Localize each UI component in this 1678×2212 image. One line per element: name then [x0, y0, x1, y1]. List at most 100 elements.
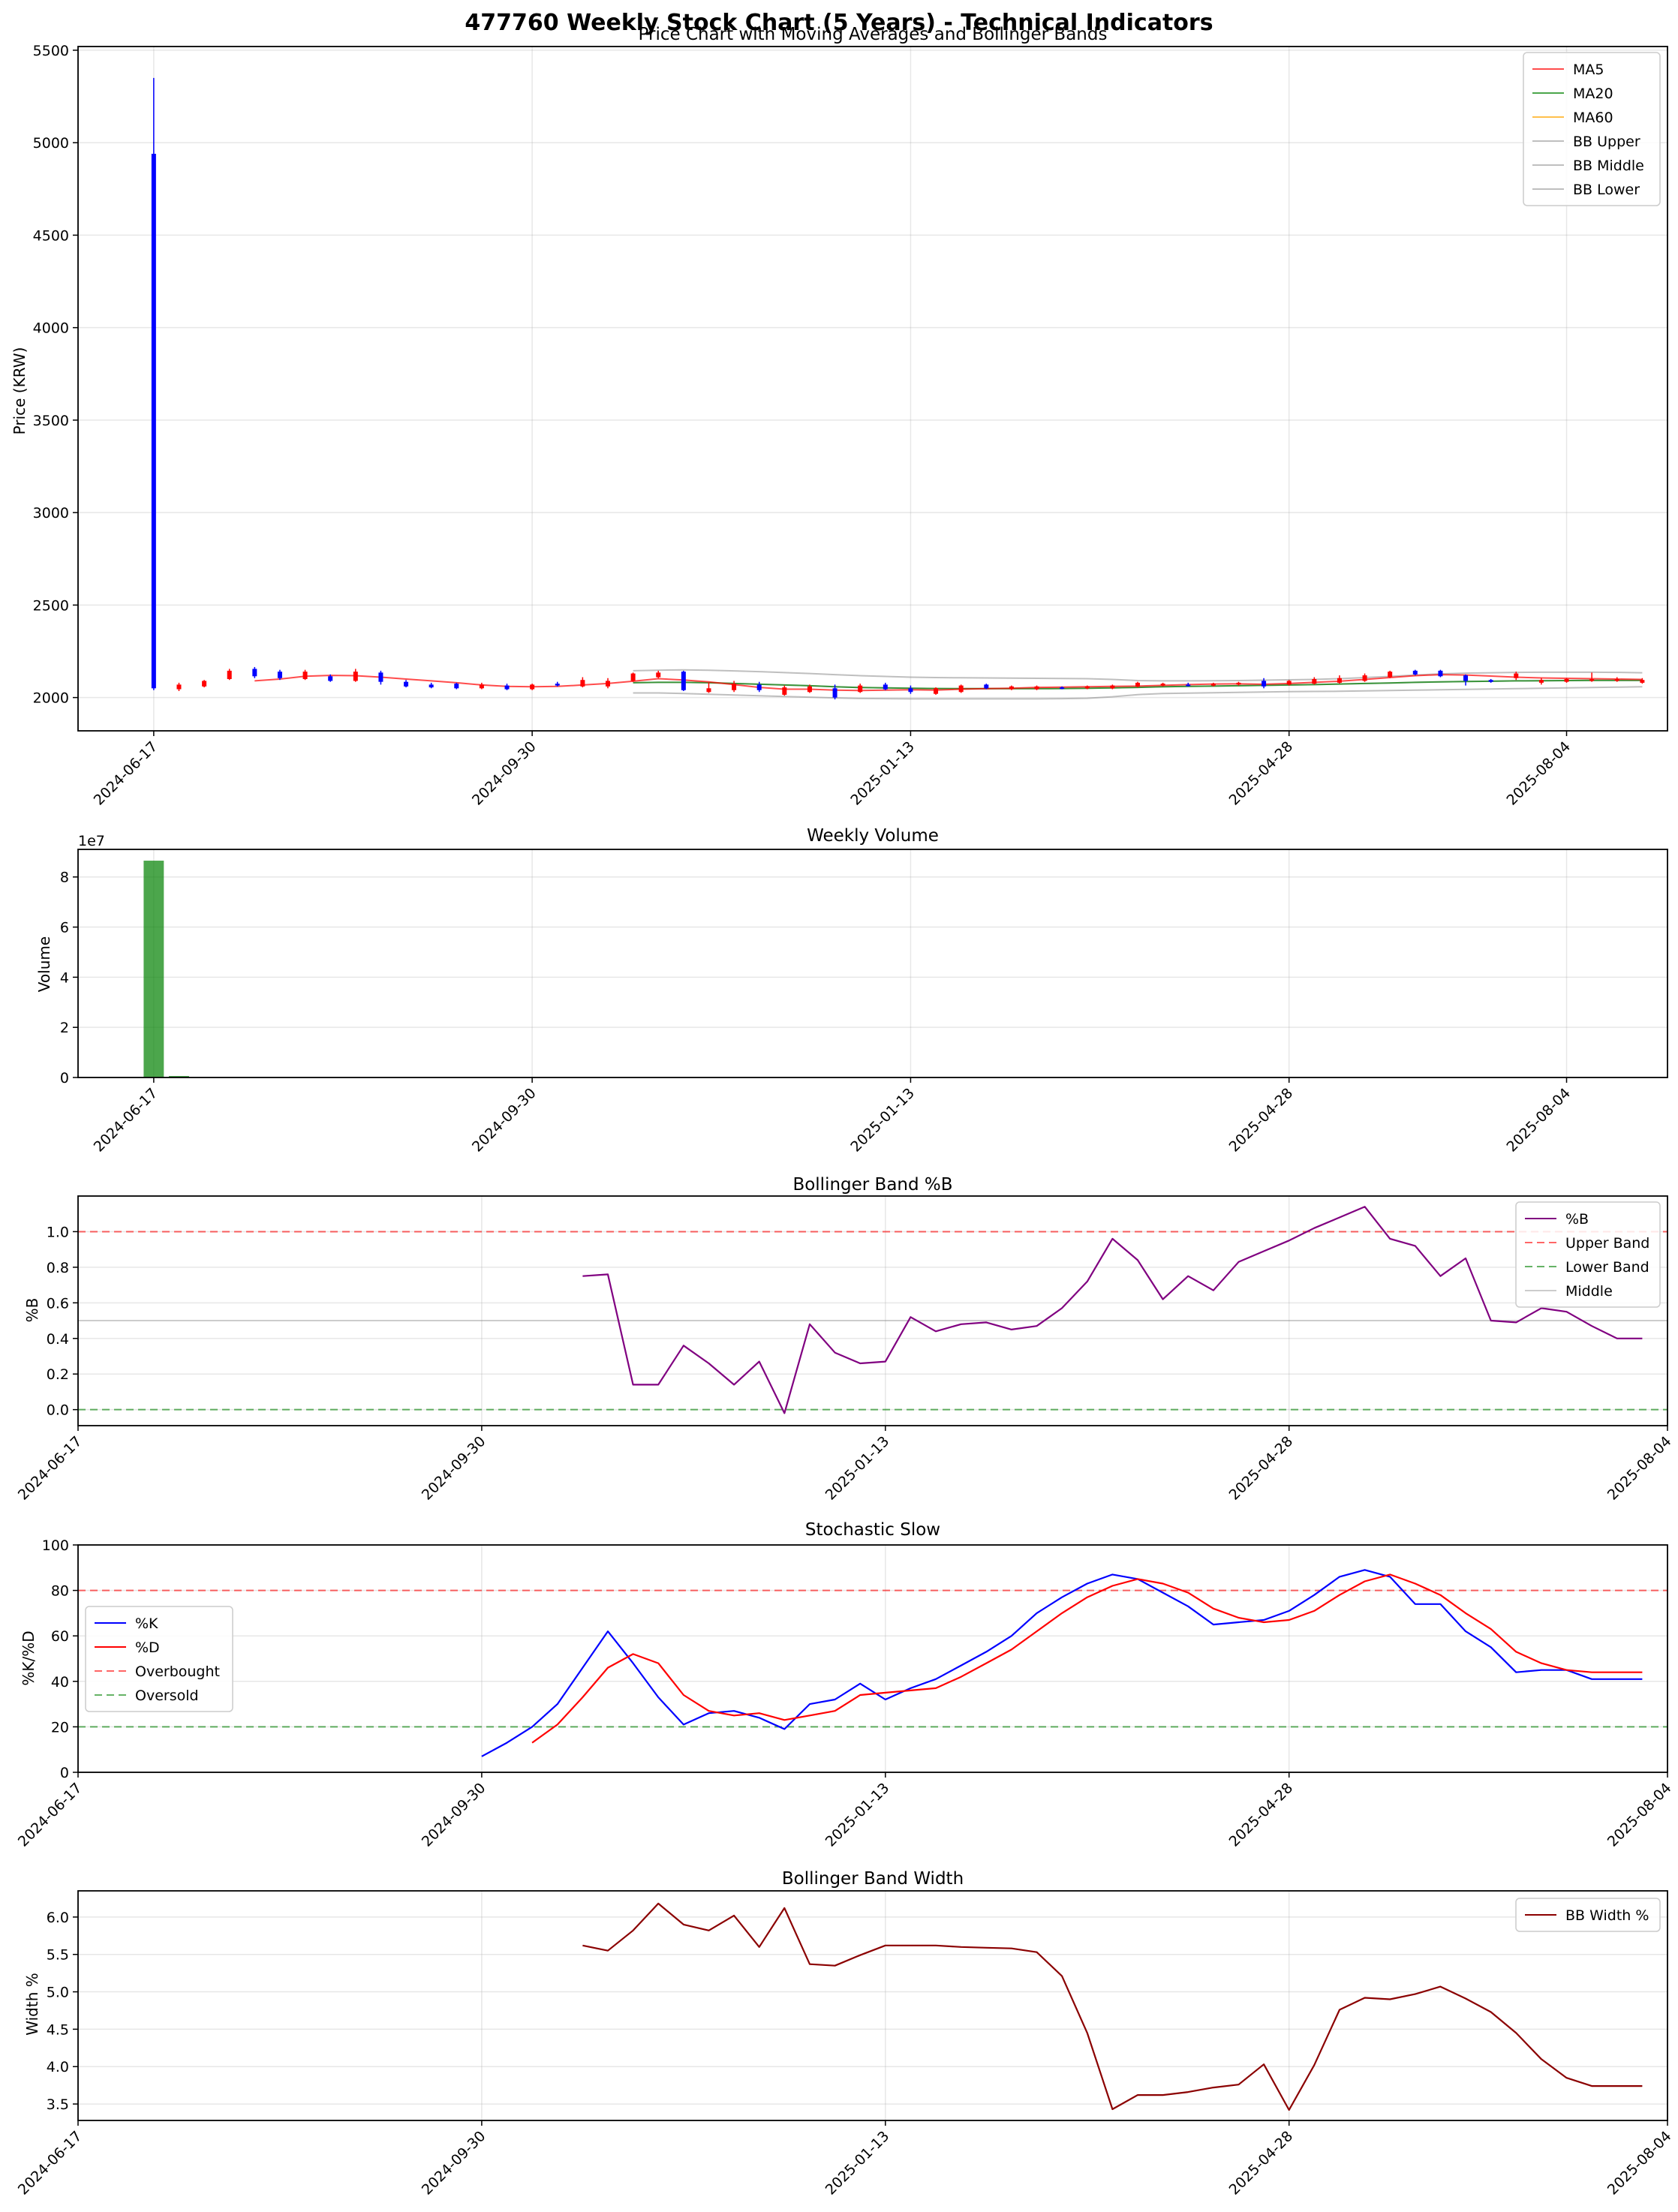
volume-y-tick-label: 8 — [60, 870, 69, 886]
candle-body — [1538, 680, 1544, 683]
candle-body — [1362, 675, 1367, 681]
pctb-y-tick-label: 0.4 — [47, 1331, 69, 1348]
bbw-y-tick-label: 5.5 — [47, 1947, 69, 1964]
stoch-legend-label: Overbought — [135, 1664, 220, 1680]
candle-body — [227, 670, 232, 679]
candle-body — [883, 684, 888, 690]
price-legend-box — [1523, 52, 1661, 206]
candle-body — [681, 672, 686, 690]
pctb-panel-title: Bollinger Band %B — [792, 1175, 952, 1195]
candle-body — [832, 688, 837, 698]
volume-bar — [169, 1075, 189, 1077]
bbw-x-tick-label: 2025-01-13 — [822, 2128, 893, 2198]
candle-body — [1412, 670, 1418, 675]
candle-body — [378, 672, 383, 682]
volume-x-tick-label: 2025-08-04 — [1503, 1085, 1574, 1156]
stoch-y-tick-label: 100 — [42, 1537, 69, 1554]
pctb-y-tick-label: 0.2 — [47, 1366, 69, 1383]
candle-body — [1060, 687, 1065, 690]
pctb-panel: Bollinger Band %B %B 0.0 0.2 0.4 0.6 0.8 1.0 2… — [15, 1175, 1675, 1504]
stoch-y-axis-label: %K/%D — [20, 1630, 38, 1685]
price-panel-title: Price Chart with Moving Averages and Bol… — [639, 25, 1108, 44]
stoch-x-tick-label: 2025-04-28 — [1226, 1780, 1297, 1850]
candle-body — [252, 669, 257, 677]
candle-body — [756, 684, 762, 690]
pctb-legend-label: %B — [1565, 1211, 1589, 1228]
pctb-legend-box — [1515, 1201, 1661, 1308]
pctb-legend-label: Upper Band — [1565, 1235, 1649, 1252]
candle-body — [1488, 680, 1493, 682]
volume-y-tick-label: 6 — [60, 920, 69, 936]
price-y-tick-label: 2000 — [33, 690, 69, 707]
pctb-axes-frame — [77, 1195, 1668, 1426]
candle-body — [1034, 686, 1039, 690]
price-y-tick-label: 5500 — [33, 43, 69, 59]
candle-body — [984, 684, 989, 689]
stoch-y-tick-label: 60 — [51, 1628, 69, 1645]
price-legend-label: MA20 — [1573, 86, 1613, 102]
price-y-tick-label: 2500 — [33, 597, 69, 614]
candle-body — [656, 672, 661, 678]
candle-body — [1160, 684, 1165, 686]
stoch-x-tick-label: 2024-06-17 — [15, 1780, 86, 1850]
bbw-y-tick-label: 5.0 — [47, 1985, 69, 2001]
candle-body — [1084, 686, 1090, 689]
bbw-x-tick-label: 2024-06-17 — [15, 2128, 86, 2198]
candle-body — [732, 684, 737, 690]
candle-body — [202, 681, 207, 687]
bbw-legend-box — [1515, 1898, 1661, 1932]
candle-body — [530, 684, 535, 690]
bb-lower-line — [633, 686, 1643, 700]
bbw-x-tick-label: 2025-08-04 — [1604, 2128, 1675, 2198]
pctb-legend-label: Lower Band — [1565, 1259, 1649, 1276]
candle-body — [630, 673, 636, 681]
candle-body — [555, 684, 560, 686]
candle-body — [1236, 682, 1241, 685]
candle-body — [1640, 680, 1645, 683]
pctb-x-tick-label: 2025-01-13 — [822, 1433, 893, 1504]
candle-body — [277, 672, 282, 678]
candle-body — [404, 681, 409, 687]
candle-body — [1388, 672, 1393, 678]
price-y-tick-label: 4500 — [33, 227, 69, 244]
price-legend-label: MA5 — [1573, 62, 1604, 78]
volume-panel: Weekly Volume Volume 1e7 0 2 4 6 8 2024-06-17… — [35, 826, 1668, 1156]
stoch-x-tick-label: 2024-09-30 — [419, 1780, 489, 1850]
candle-body — [1186, 684, 1191, 687]
price-x-tick-label: 2025-01-13 — [847, 738, 918, 809]
candle-body — [807, 686, 812, 693]
price-x-tick-label: 2024-09-30 — [469, 738, 540, 809]
bbw-y-tick-label: 4.0 — [47, 2059, 69, 2075]
volume-axes-frame — [77, 849, 1668, 1078]
stoch-axes-frame — [77, 1544, 1668, 1773]
stoch-y-tick-label: 40 — [51, 1674, 69, 1691]
pctb-x-tick-label: 2024-09-30 — [419, 1433, 489, 1504]
candle-body — [429, 684, 434, 688]
price-legend-label: BB Upper — [1573, 134, 1640, 150]
stoch-d-line — [531, 1573, 1643, 1744]
stoch-legend-label: Oversold — [135, 1688, 199, 1704]
candle-body — [1110, 685, 1115, 689]
ma5-line — [254, 674, 1643, 692]
volume-bar — [143, 861, 164, 1077]
stoch-y-tick-label: 0 — [60, 1765, 69, 1781]
pctb-x-tick-label: 2024-06-17 — [15, 1433, 86, 1504]
stoch-legend-box — [85, 1606, 233, 1712]
candle-body — [1210, 684, 1216, 686]
pctb-x-tick-label: 2025-04-28 — [1226, 1433, 1297, 1504]
candle-body — [1262, 681, 1267, 687]
candle-body — [1337, 678, 1342, 683]
pctb-y-tick-label: 1.0 — [47, 1224, 69, 1240]
candle-body — [580, 680, 585, 687]
pctb-y-axis-label: %B — [23, 1298, 41, 1323]
volume-y-tick-label: 4 — [60, 969, 69, 986]
candle-body — [1009, 686, 1014, 690]
pctb-y-tick-label: 0.8 — [47, 1260, 69, 1276]
price-y-tick-label: 3500 — [33, 413, 69, 429]
ma20-line — [633, 679, 1643, 690]
stoch-panel: Stochastic Slow %K/%D 0 20 40 60 80 100 2024-0… — [15, 1520, 1675, 1850]
price-panel: Price Chart with Moving Averages and Bol… — [11, 25, 1668, 809]
volume-panel-title: Weekly Volume — [807, 826, 939, 846]
stoch-legend-label: %K — [135, 1615, 158, 1632]
